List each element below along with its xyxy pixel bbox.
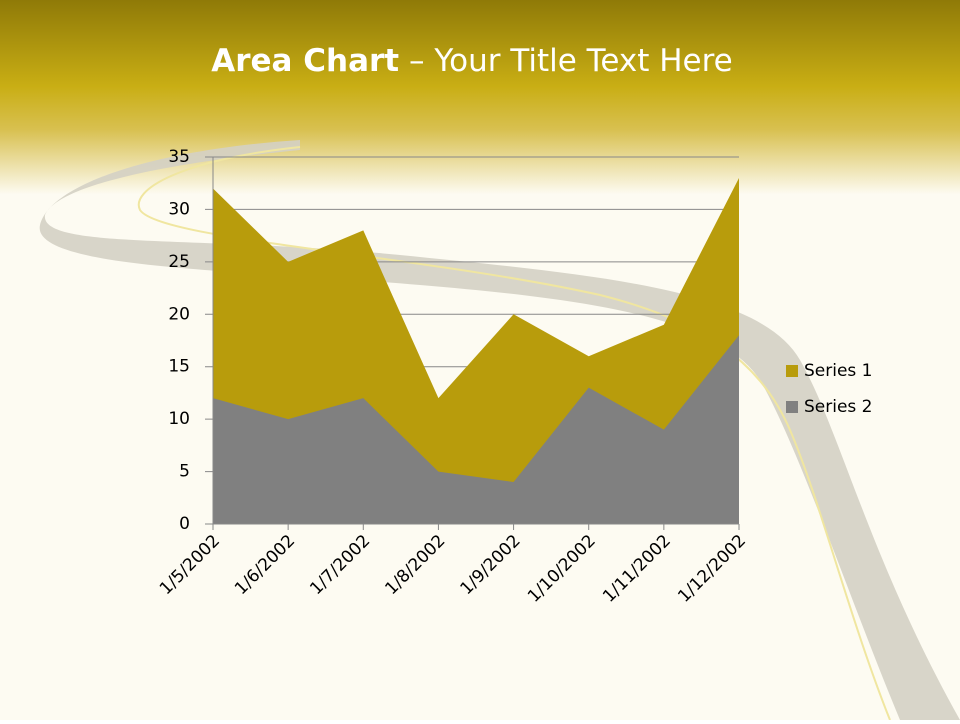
road-line [137, 146, 891, 721]
legend-swatch [786, 365, 798, 377]
y-tick-label: 30 [168, 199, 190, 219]
legend-label: Series 2 [804, 397, 873, 417]
y-tick-label: 10 [168, 409, 190, 429]
y-tick-label: 35 [168, 147, 190, 167]
legend-swatch [786, 401, 798, 413]
title-bold: Area Chart [211, 43, 399, 79]
y-tick-label: 5 [179, 462, 190, 482]
title-rest: – Your Title Text Here [399, 43, 733, 79]
y-tick-label: 25 [168, 252, 190, 272]
chart-title: Area Chart – Your Title Text Here [211, 43, 732, 79]
legend-label: Series 1 [804, 361, 873, 381]
y-tick-label: 0 [179, 514, 190, 534]
y-tick-label: 20 [168, 304, 190, 324]
y-tick-label: 15 [168, 357, 190, 377]
area [213, 335, 739, 524]
